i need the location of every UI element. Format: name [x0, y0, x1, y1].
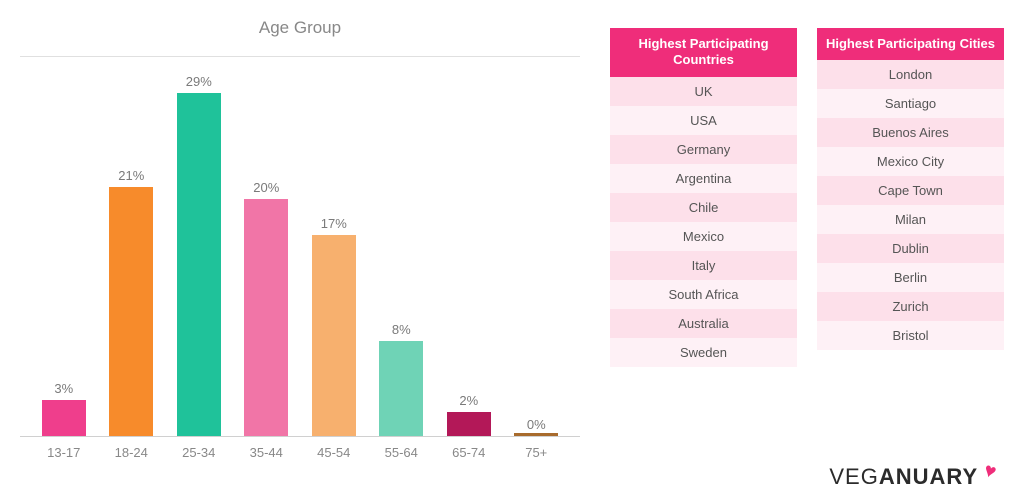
x-tick: 13-17	[30, 445, 98, 460]
bar-slot: 29%	[165, 57, 233, 436]
bar-value-label: 20%	[253, 180, 279, 195]
bar-value-label: 8%	[392, 322, 411, 337]
countries-table: Highest Participating Countries UKUSAGer…	[610, 28, 797, 367]
table-row: Zurich	[817, 292, 1004, 321]
age-group-chart: Age Group 3% 21% 29% 20% 17% 8% 2% 0% 13-1718-2…	[20, 10, 580, 460]
table-cell: South Africa	[610, 280, 797, 309]
bar-slot: 20%	[233, 57, 301, 436]
table-row: Milan	[817, 205, 1004, 234]
bar-slot: 0%	[503, 57, 571, 436]
bar	[244, 199, 288, 436]
bar	[109, 187, 153, 436]
table-row: Argentina	[610, 164, 797, 193]
table-row: Sweden	[610, 338, 797, 367]
bar-value-label: 3%	[54, 381, 73, 396]
table-row: Mexico	[610, 222, 797, 251]
table-cell: Cape Town	[817, 176, 1004, 205]
table-row: Mexico City	[817, 147, 1004, 176]
x-tick: 35-44	[233, 445, 301, 460]
table-row: Bristol	[817, 321, 1004, 350]
bar-value-label: 0%	[527, 417, 546, 432]
bar	[312, 235, 356, 436]
table-cell: Argentina	[610, 164, 797, 193]
bar-slot: 17%	[300, 57, 368, 436]
table-cell: Dublin	[817, 234, 1004, 263]
table-row: Germany	[610, 135, 797, 164]
bar-slot: 2%	[435, 57, 503, 436]
x-tick: 75+	[503, 445, 571, 460]
table-row: Chile	[610, 193, 797, 222]
x-tick: 65-74	[435, 445, 503, 460]
table-cell: Buenos Aires	[817, 118, 1004, 147]
plot-area: 3% 21% 29% 20% 17% 8% 2% 0%	[20, 56, 580, 436]
x-tick: 18-24	[98, 445, 166, 460]
table-cell: Berlin	[817, 263, 1004, 292]
veganuary-logo: VEGANUARY ♥	[829, 464, 994, 490]
table-cell: Australia	[610, 309, 797, 338]
table-row: Santiago	[817, 89, 1004, 118]
x-axis: 13-1718-2425-3435-4445-5455-6465-7475+	[20, 436, 580, 460]
tables-region: Highest Participating Countries UKUSAGer…	[610, 10, 1004, 494]
cities-table: Highest Participating Cities LondonSanti…	[817, 28, 1004, 350]
chart-title: Age Group	[20, 18, 580, 38]
table-cell: Mexico City	[817, 147, 1004, 176]
table-row: Buenos Aires	[817, 118, 1004, 147]
table-row: South Africa	[610, 280, 797, 309]
table-cell: USA	[610, 106, 797, 135]
page-layout: Age Group 3% 21% 29% 20% 17% 8% 2% 0% 13-1718-2…	[0, 0, 1024, 504]
logo-text-bold: ANUARY	[879, 464, 978, 489]
x-tick: 25-34	[165, 445, 233, 460]
bar	[514, 433, 558, 436]
table-cell: Mexico	[610, 222, 797, 251]
table-row: Dublin	[817, 234, 1004, 263]
bar-value-label: 2%	[459, 393, 478, 408]
bar	[379, 341, 423, 436]
table-cell: Italy	[610, 251, 797, 280]
table-row: Italy	[610, 251, 797, 280]
bar	[42, 400, 86, 436]
bar-value-label: 29%	[186, 74, 212, 89]
table-cell: Sweden	[610, 338, 797, 367]
table-row: London	[817, 60, 1004, 89]
bar-slot: 21%	[98, 57, 166, 436]
x-tick: 55-64	[368, 445, 436, 460]
bar-slot: 8%	[368, 57, 436, 436]
table-row: UK	[610, 77, 797, 106]
countries-header: Highest Participating Countries	[610, 28, 797, 77]
x-tick: 45-54	[300, 445, 368, 460]
table-row: Cape Town	[817, 176, 1004, 205]
table-cell: Santiago	[817, 89, 1004, 118]
table-cell: Zurich	[817, 292, 1004, 321]
table-cell: London	[817, 60, 1004, 89]
bar	[447, 412, 491, 436]
table-row: USA	[610, 106, 797, 135]
bar-value-label: 21%	[118, 168, 144, 183]
table-cell: Milan	[817, 205, 1004, 234]
logo-text: VEGANUARY	[829, 464, 978, 490]
table-cell: Chile	[610, 193, 797, 222]
table-cell: UK	[610, 77, 797, 106]
logo-text-light: VEG	[829, 464, 878, 489]
bar-value-label: 17%	[321, 216, 347, 231]
table-cell: Bristol	[817, 321, 1004, 350]
table-cell: Germany	[610, 135, 797, 164]
bar-slot: 3%	[30, 57, 98, 436]
table-row: Berlin	[817, 263, 1004, 292]
bar	[177, 93, 221, 436]
table-row: Australia	[610, 309, 797, 338]
cities-header: Highest Participating Cities	[817, 28, 1004, 60]
